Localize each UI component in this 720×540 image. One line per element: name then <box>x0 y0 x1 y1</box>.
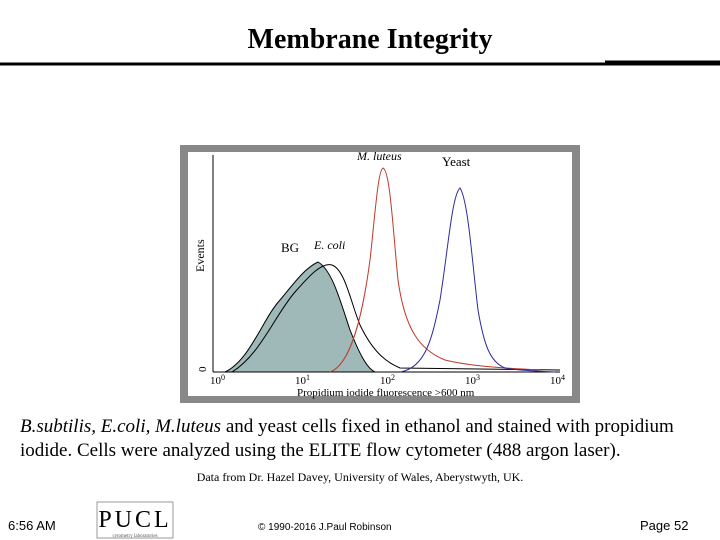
caption: B.subtilis, E.coli, M.luteus and yeast c… <box>20 415 710 463</box>
y-axis-label: Events <box>193 239 207 272</box>
caption-text: and yeast cells fixed in ethanol and sta… <box>20 416 674 461</box>
histogram: M. luteus Yeast BG E. coli Events 0 Prop… <box>193 149 565 399</box>
tick-exponent: 2 <box>391 373 395 382</box>
x-ticks: 100 101 102 103 104 <box>210 373 565 387</box>
m-luteus-histogram <box>329 167 541 373</box>
tick-base: 10 <box>295 375 307 387</box>
tick-exponent: 4 <box>561 373 565 382</box>
title: Membrane Integrity <box>247 24 493 55</box>
yeast-label: Yeast <box>442 154 471 169</box>
e-coli-histogram <box>231 264 561 373</box>
x-axis-label: Propidium iodide fluorescence >600 nm <box>297 387 475 399</box>
bg-label: BG <box>281 240 299 255</box>
m-luteus-label: M. luteus <box>356 149 402 163</box>
e-coli-label: E. coli <box>313 238 345 252</box>
y-zero-label: 0 <box>197 366 209 372</box>
tick-base: 10 <box>210 375 222 387</box>
bg-histogram <box>224 261 376 373</box>
caption-italic: B.subtilis, E.coli, M.luteus <box>20 416 222 437</box>
tick-exponent: 0 <box>221 373 225 382</box>
tick-base: 10 <box>465 375 477 387</box>
x-tick-label: 104 <box>550 373 565 387</box>
logo-text: PUCL <box>98 507 171 533</box>
time: 6:56 AM <box>8 518 56 533</box>
logo-box <box>96 501 174 539</box>
x-tick-label: 102 <box>380 373 395 387</box>
tick-base: 10 <box>380 375 392 387</box>
tick-exponent: 3 <box>476 373 480 382</box>
x-tick-label: 103 <box>465 373 480 387</box>
logo-subtext: cytometry laboratories <box>112 534 157 539</box>
copyright: © 1990-2016 J.Paul Robinson <box>258 522 392 533</box>
x-tick-label: 101 <box>295 373 310 387</box>
x-tick-label: 100 <box>210 373 225 387</box>
yeast-histogram <box>399 187 556 373</box>
credit: Data from Dr. Hazel Davey, University of… <box>196 470 524 484</box>
tick-base: 10 <box>550 375 562 387</box>
tick-exponent: 1 <box>306 373 310 382</box>
page-number: Page 52 <box>640 518 689 533</box>
